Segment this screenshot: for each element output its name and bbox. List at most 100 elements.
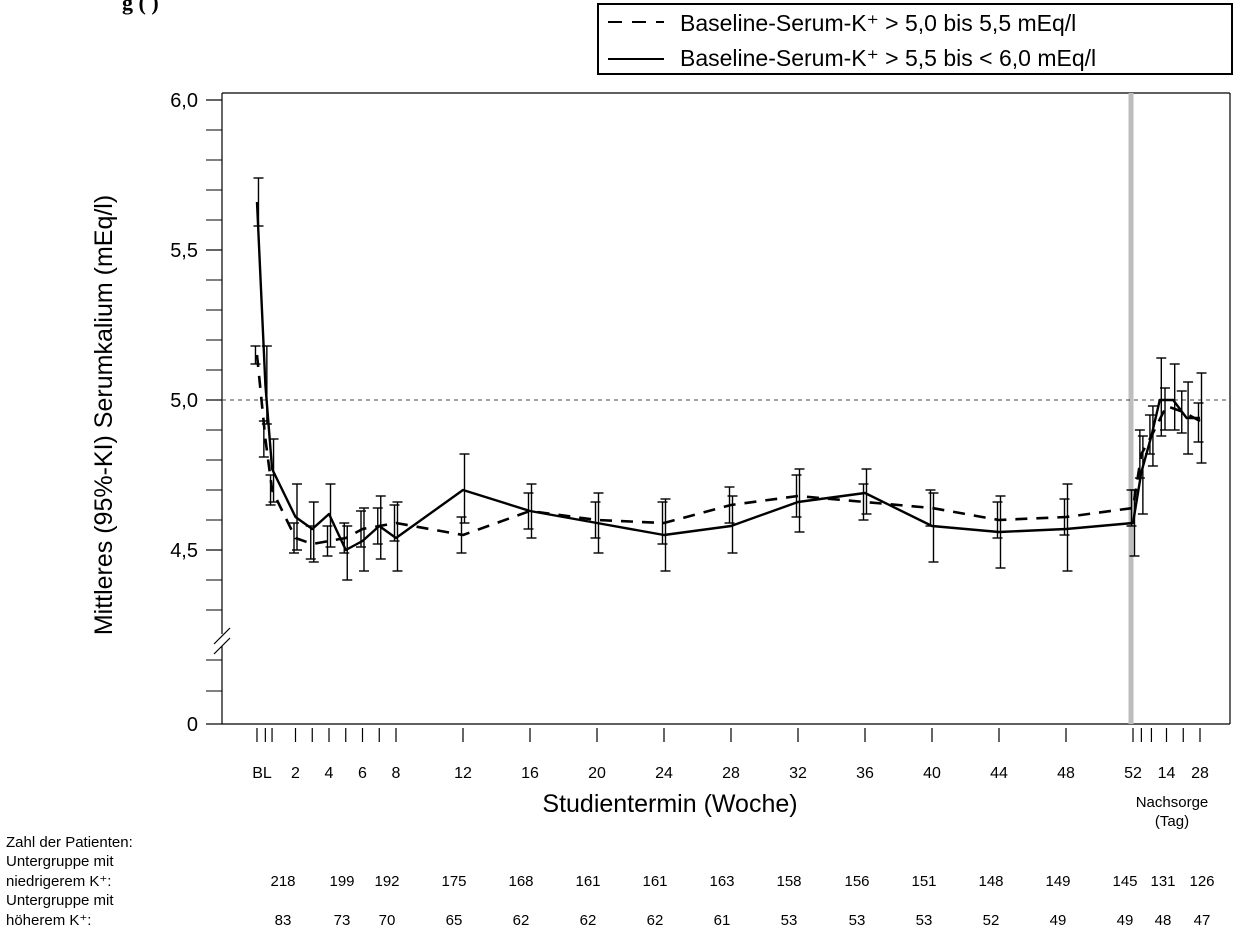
patient-count: 73 bbox=[334, 912, 351, 929]
error-bar bbox=[1183, 381, 1194, 455]
patient-count: 156 bbox=[844, 873, 869, 890]
patient-count: 62 bbox=[580, 912, 597, 929]
x-tick-label: 12 bbox=[454, 765, 472, 782]
error-bar bbox=[375, 495, 386, 560]
patient-count: 151 bbox=[911, 873, 936, 890]
error-bar bbox=[1129, 489, 1140, 557]
patient-count: 49 bbox=[1050, 912, 1067, 929]
x-tick-label: 20 bbox=[588, 765, 606, 782]
patient-count: 199 bbox=[329, 873, 354, 890]
y-tick-label: 4,5 bbox=[170, 540, 198, 562]
patient-count: 163 bbox=[709, 873, 734, 890]
patient-count: 53 bbox=[849, 912, 866, 929]
x-axis-title: Studientermin (Woche) bbox=[542, 790, 797, 818]
x-axis-subtitle-line2: (Tag) bbox=[1155, 813, 1189, 830]
patient-count: 62 bbox=[647, 912, 664, 929]
row-label-higher-line1: Untergruppe mit bbox=[6, 892, 114, 909]
patient-count: 218 bbox=[270, 873, 295, 890]
x-tick-label: BL bbox=[252, 765, 272, 782]
y-tick-label: 6,0 bbox=[170, 90, 198, 112]
x-tick-label: 6 bbox=[358, 765, 367, 782]
patient-count: 145 bbox=[1112, 873, 1137, 890]
patient-count: 65 bbox=[446, 912, 463, 929]
patient-count: 158 bbox=[776, 873, 801, 890]
x-tick-label: 16 bbox=[521, 765, 539, 782]
error-bar bbox=[995, 495, 1006, 569]
series-solid bbox=[253, 177, 1207, 581]
row-label-lower-line2: niedrigerem K⁺: bbox=[6, 873, 111, 890]
error-bar bbox=[526, 483, 537, 539]
patient-table: Zahl der Patienten: Untergruppe mit nied… bbox=[6, 834, 1215, 929]
x-tick-label: 24 bbox=[655, 765, 673, 782]
plot-frame bbox=[213, 92, 1231, 725]
y-ticks: 0 4,5 5,0 5,5 6,0 bbox=[170, 90, 222, 736]
error-bar bbox=[459, 453, 470, 524]
error-bar bbox=[660, 498, 671, 572]
error-bar bbox=[928, 492, 939, 563]
series-line bbox=[255, 201, 1200, 552]
patient-count: 161 bbox=[642, 873, 667, 890]
axis-break-mark-2 bbox=[213, 637, 231, 655]
error-bar bbox=[308, 501, 319, 563]
axis-break-mark-1 bbox=[213, 627, 231, 645]
patient-count: 148 bbox=[978, 873, 1003, 890]
x-ticks: BL 2 4 6 8 12 16 20 24 28 32 36 40 44 48 52 14 28 bbox=[252, 728, 1209, 782]
error-bar bbox=[593, 492, 604, 554]
legend-label-solid: Baseline-Serum-K⁺ > 5,5 bis < 6,0 mEq/l bbox=[680, 45, 1096, 71]
row-label-higher-line2: höherem K⁺: bbox=[6, 912, 91, 929]
x-tick-label: 40 bbox=[923, 765, 941, 782]
error-bar bbox=[1196, 372, 1207, 464]
patient-count: 161 bbox=[575, 873, 600, 890]
patient-count: 83 bbox=[275, 912, 292, 929]
legend-box bbox=[597, 3, 1233, 75]
x-tick-label: 48 bbox=[1057, 765, 1075, 782]
patient-count: 168 bbox=[508, 873, 533, 890]
x-tick-label: 2 bbox=[291, 765, 300, 782]
error-bar bbox=[392, 501, 403, 572]
error-bar bbox=[258, 420, 269, 458]
x-tick-label: 14 bbox=[1158, 765, 1176, 782]
error-bar bbox=[861, 468, 872, 515]
x-tick-label: 44 bbox=[990, 765, 1008, 782]
patient-count: 126 bbox=[1189, 873, 1214, 890]
x-tick-label: 32 bbox=[789, 765, 807, 782]
error-bar bbox=[250, 345, 261, 365]
patient-count: 175 bbox=[441, 873, 466, 890]
patient-count: 62 bbox=[513, 912, 530, 929]
x-tick-label: 28 bbox=[722, 765, 740, 782]
error-bar bbox=[794, 468, 805, 533]
y-axis-title: Mittleres (95%-KI) Serumkalium (mEq/l) bbox=[90, 195, 118, 635]
x-tick-label: 8 bbox=[392, 765, 401, 782]
patient-count: 53 bbox=[916, 912, 933, 929]
x-axis-subtitle-line1: Nachsorge bbox=[1136, 794, 1209, 811]
legend-label-dashed: Baseline-Serum-K⁺ > 5,0 bis 5,5 mEq/l bbox=[680, 10, 1076, 36]
error-bar bbox=[261, 345, 272, 425]
x-tick-label: 4 bbox=[325, 765, 334, 782]
patient-count: 47 bbox=[1194, 912, 1211, 929]
error-bar bbox=[1062, 483, 1073, 572]
patient-count: 131 bbox=[1150, 873, 1175, 890]
series-line bbox=[255, 354, 1201, 546]
x-tick-label: 36 bbox=[856, 765, 874, 782]
x-tick-label: 52 bbox=[1124, 765, 1142, 782]
patient-count: 53 bbox=[781, 912, 798, 929]
row-label-lower-line1: Untergruppe mit bbox=[6, 853, 114, 870]
error-bar bbox=[253, 177, 264, 227]
error-bar bbox=[1169, 363, 1180, 431]
error-bar bbox=[727, 495, 738, 554]
y-tick-label: 5,0 bbox=[170, 390, 198, 412]
legend: Baseline-Serum-K⁺ > 5,0 bis 5,5 mEq/l Ba… bbox=[597, 3, 1233, 75]
patient-count: 61 bbox=[714, 912, 731, 929]
heading-fragment: g ( ) bbox=[122, 0, 159, 15]
error-bar bbox=[1137, 435, 1148, 515]
patient-count: 52 bbox=[983, 912, 1000, 929]
y-tick-label: 5,5 bbox=[170, 240, 198, 262]
patient-count: 192 bbox=[374, 873, 399, 890]
x-tick-label: 28 bbox=[1191, 765, 1209, 782]
error-bar bbox=[325, 483, 336, 548]
error-bar bbox=[268, 438, 279, 503]
y-tick-label: 0 bbox=[187, 714, 198, 736]
patient-table-header: Zahl der Patienten: bbox=[6, 834, 133, 851]
error-bar bbox=[1156, 357, 1167, 437]
